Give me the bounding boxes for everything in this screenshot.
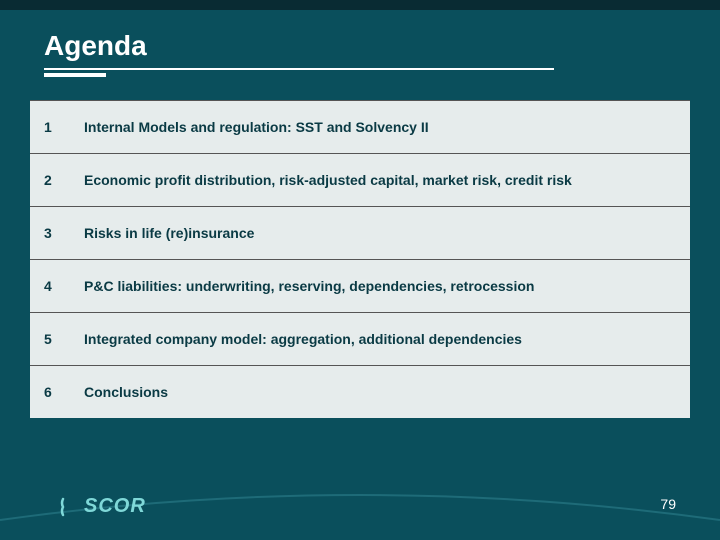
agenda-row: 3 Risks in life (re)insurance [30,206,690,259]
agenda-text: Internal Models and regulation: SST and … [84,119,682,135]
agenda-text: Conclusions [84,384,682,400]
page-number: 79 [660,496,676,512]
agenda-row: 5 Integrated company model: aggregation,… [30,312,690,365]
slide: Agenda 1 Internal Models and regulation:… [0,0,720,540]
agenda-num: 2 [38,172,84,188]
agenda-row: 4 P&C liabilities: underwriting, reservi… [30,259,690,312]
logo-icon [60,497,78,517]
agenda-text: Risks in life (re)insurance [84,225,682,241]
agenda-num: 3 [38,225,84,241]
top-bar [0,0,720,10]
agenda-row: 1 Internal Models and regulation: SST an… [30,100,690,153]
agenda-num: 5 [38,331,84,347]
logo: SCOR [60,495,146,518]
agenda-text: Integrated company model: aggregation, a… [84,331,682,347]
agenda-row: 2 Economic profit distribution, risk-adj… [30,153,690,206]
agenda-text: P&C liabilities: underwriting, reserving… [84,278,682,294]
agenda-row: 6 Conclusions [30,365,690,418]
slide-title: Agenda [44,30,554,70]
agenda-text: Economic profit distribution, risk-adjus… [84,172,682,188]
title-underline [44,73,106,77]
agenda-num: 1 [38,119,84,135]
agenda-table: 1 Internal Models and regulation: SST an… [30,100,690,418]
agenda-num: 4 [38,278,84,294]
agenda-num: 6 [38,384,84,400]
logo-text: SCOR [84,495,146,518]
